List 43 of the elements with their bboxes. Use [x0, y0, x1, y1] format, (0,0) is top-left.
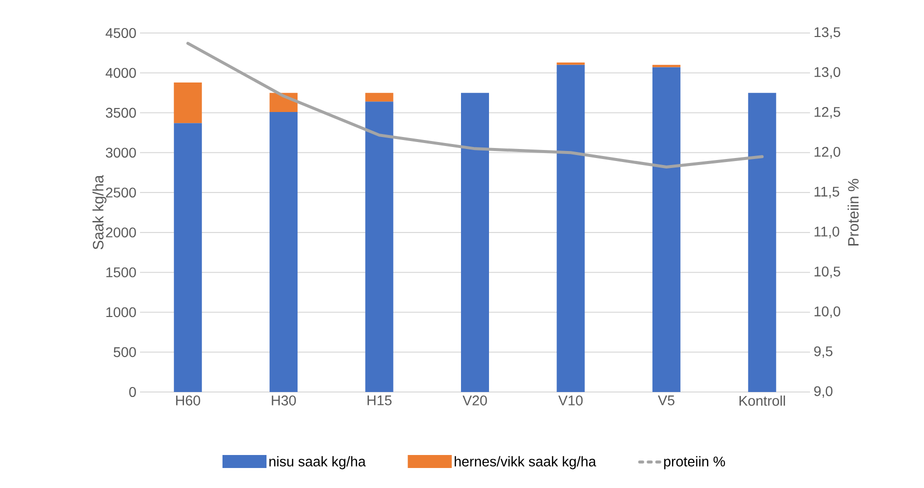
x-tick-label: V5 — [658, 396, 674, 406]
bar — [748, 92, 776, 392]
y2-tick-label: 12,5 — [814, 106, 840, 119]
x-tick-label: V20 — [462, 396, 487, 406]
y2-tick-label: 10,5 — [814, 266, 840, 278]
y-tick-label: 1500 — [106, 267, 136, 278]
bar — [652, 67, 680, 392]
y-tick-label: 1000 — [106, 307, 136, 318]
y2-tick-label: 12,0 — [814, 146, 840, 158]
y-tick-label: 500 — [114, 347, 136, 358]
x-tick-label: V10 — [558, 396, 583, 406]
y2-tick-label: 9,5 — [814, 346, 832, 358]
y-tick-label: 3500 — [106, 108, 136, 118]
x-tick-label: H60 — [176, 396, 200, 406]
y2-tick-label: 13,0 — [814, 67, 840, 79]
legend-label: proteiin % — [664, 456, 725, 470]
bar — [174, 123, 202, 392]
y2-axis-title: Proteiin % — [848, 178, 859, 246]
y2-tick-label: 11,5 — [814, 186, 840, 198]
y-axis-title: Saak kg/ha — [92, 174, 106, 250]
line-series — [186, 42, 764, 169]
y-tick-label: 3000 — [106, 148, 136, 158]
y2-tick-label: 10,0 — [814, 306, 840, 318]
bar — [652, 64, 680, 68]
x-tick-label: Kontroll — [740, 396, 785, 406]
bar — [365, 102, 394, 392]
y-tick-label: 0 — [129, 387, 136, 397]
y-tick-label: 2500 — [106, 188, 136, 198]
legend-label: nisu saak kg/ha — [269, 456, 366, 470]
bar — [556, 64, 585, 392]
bar — [270, 112, 298, 392]
bar — [174, 82, 202, 124]
y2-tick-label: 9,0 — [814, 386, 832, 398]
y2-tick-label: 13,5 — [814, 27, 840, 39]
bar — [461, 92, 489, 392]
legend-label: hernes/vikk saak kg/ha — [454, 456, 596, 470]
y-tick-label: 2000 — [106, 227, 136, 238]
y-tick-label: 4000 — [106, 68, 136, 78]
bar — [365, 92, 394, 102]
y-tick-label: 4500 — [106, 28, 136, 38]
x-tick-label: H15 — [368, 396, 392, 406]
x-tick-label: H30 — [272, 396, 296, 406]
y2-tick-label: 11,0 — [814, 226, 840, 238]
